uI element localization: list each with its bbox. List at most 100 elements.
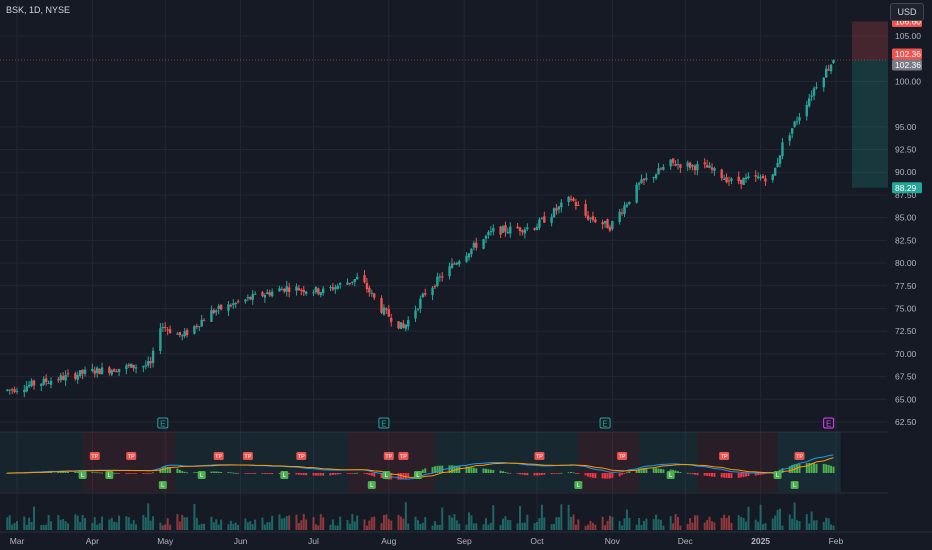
volume-bar bbox=[317, 525, 320, 530]
macd-histogram-bar bbox=[604, 473, 607, 479]
long-label: L bbox=[283, 473, 287, 479]
volume-bar bbox=[91, 523, 94, 530]
candle-body bbox=[419, 298, 422, 309]
macd-histogram-bar bbox=[404, 473, 407, 479]
candle-body bbox=[76, 375, 79, 380]
candle-body bbox=[659, 168, 663, 170]
macd-histogram-bar bbox=[764, 473, 767, 475]
macd-pane[interactable]: TPTPTPTPTPTPTPTPTPTPTPLLLLLLLLLLLL4.434.… bbox=[0, 431, 922, 492]
macd-histogram-bar bbox=[62, 471, 65, 473]
macd-histogram-bar bbox=[351, 473, 354, 474]
grid-lines bbox=[0, 0, 887, 532]
macd-histogram-bar bbox=[118, 473, 121, 474]
candle-body bbox=[557, 206, 561, 210]
position-box[interactable] bbox=[0, 21, 892, 188]
volume-bar bbox=[229, 520, 232, 530]
macd-histogram-bar bbox=[152, 472, 155, 474]
candle-body bbox=[244, 299, 247, 302]
volume-bar bbox=[30, 522, 33, 530]
macd-histogram-bar bbox=[217, 471, 220, 473]
time-tick-label: 2025 bbox=[751, 536, 770, 546]
macd-histogram-bar bbox=[244, 473, 247, 474]
price-axis[interactable]: 105.00 100.00 95.00 92.50 90.00 87.50 85.00 82.… bbox=[888, 0, 932, 532]
volume-bar bbox=[791, 518, 794, 530]
candle-body bbox=[635, 184, 638, 203]
volume-bar bbox=[730, 522, 733, 530]
macd-histogram-bar bbox=[135, 473, 138, 474]
volume-bar bbox=[98, 523, 101, 530]
candle-body bbox=[567, 196, 570, 202]
volume-bar bbox=[832, 525, 835, 530]
volume-bar bbox=[509, 520, 512, 530]
volume-bar bbox=[246, 522, 249, 530]
macd-histogram-bar bbox=[453, 465, 456, 473]
macd-histogram-bar bbox=[251, 473, 254, 474]
candle-body bbox=[535, 226, 539, 231]
tp-badge bbox=[383, 452, 394, 460]
volume-bar bbox=[8, 515, 11, 530]
candle-body bbox=[127, 364, 130, 367]
candle-body bbox=[506, 232, 510, 234]
candle-body bbox=[346, 282, 349, 285]
candle-body bbox=[283, 288, 286, 292]
volume-bar bbox=[115, 522, 118, 530]
candle-body bbox=[44, 378, 48, 383]
candle-body bbox=[64, 374, 67, 381]
macd-histogram-bar bbox=[791, 464, 794, 473]
candle-body bbox=[688, 162, 692, 168]
macd-histogram-bar bbox=[608, 473, 611, 479]
volume-bar bbox=[640, 525, 643, 530]
candle-body bbox=[550, 216, 553, 223]
macd-histogram-bar bbox=[606, 473, 609, 479]
candle-body bbox=[448, 266, 451, 277]
currency-button[interactable]: USD bbox=[890, 3, 924, 21]
volume-bar bbox=[659, 519, 662, 530]
candle-body bbox=[399, 322, 403, 329]
candle-body bbox=[385, 308, 388, 310]
volume-bar bbox=[601, 516, 604, 530]
volume-bar bbox=[64, 521, 67, 530]
candle-body bbox=[227, 304, 230, 311]
volume-bar bbox=[536, 522, 539, 530]
candle-body bbox=[368, 287, 371, 293]
candle-body bbox=[436, 276, 439, 287]
volume-bar bbox=[414, 516, 417, 530]
volume-bar bbox=[142, 514, 145, 530]
volume-bar bbox=[217, 524, 220, 530]
volume-bar bbox=[25, 524, 28, 530]
volume-bar bbox=[186, 517, 189, 530]
price-tick-label: 95.00 bbox=[895, 122, 917, 132]
volume-bar bbox=[300, 520, 303, 530]
price-tick-label: 75.00 bbox=[895, 303, 917, 313]
candle-body bbox=[142, 366, 145, 368]
macd-histogram-bar bbox=[465, 466, 468, 473]
volume-bar bbox=[57, 514, 60, 530]
long-label: L bbox=[577, 483, 581, 489]
volume-bar bbox=[475, 523, 478, 530]
time-axis[interactable]: Mar Apr May Jun Jul Aug Sep Oct Nov Dec 2025 Feb bbox=[0, 531, 932, 546]
candle-body bbox=[304, 291, 308, 294]
volume-bar bbox=[553, 523, 556, 530]
volume-pane[interactable]: 20M6.19M bbox=[0, 491, 920, 530]
candle-body bbox=[42, 378, 45, 385]
candle-body bbox=[402, 323, 405, 328]
macd-histogram-bar bbox=[147, 473, 150, 474]
candle-body bbox=[703, 162, 706, 165]
volume-bar bbox=[370, 517, 373, 530]
volume-bar bbox=[351, 514, 354, 530]
candle-body bbox=[13, 389, 16, 393]
volume-bar bbox=[728, 515, 730, 530]
volume-bar bbox=[40, 524, 43, 530]
volume-bar bbox=[76, 515, 79, 530]
macd-histogram-bar bbox=[504, 472, 507, 473]
candle-body bbox=[730, 178, 733, 181]
candle-body bbox=[640, 179, 643, 184]
macd-histogram-bar bbox=[628, 471, 631, 473]
macd-histogram-bar bbox=[587, 473, 590, 477]
time-tick-label: Jul bbox=[308, 536, 319, 546]
time-tick-label: Aug bbox=[381, 536, 396, 546]
candle-body bbox=[620, 212, 624, 214]
volume-bar bbox=[465, 524, 468, 530]
